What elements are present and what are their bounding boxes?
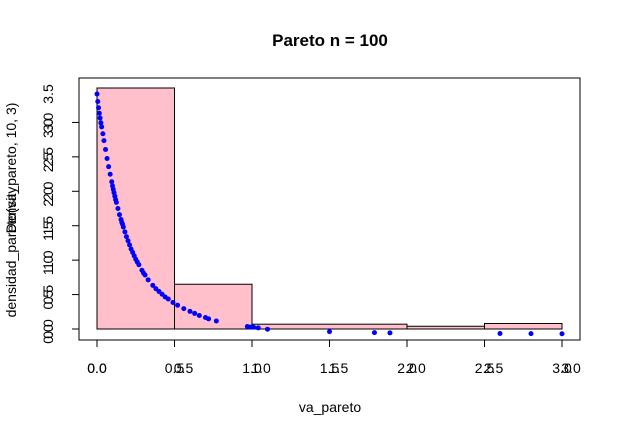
density-point [122,229,128,235]
density-point [104,155,110,161]
x-tick-label-bottom: 1.5 [320,360,340,376]
density-point [107,171,113,177]
x-tick-label-top: 0.5 [174,360,194,376]
y-tick-label-left: 3.0 [40,112,56,132]
y-tick-label-second: 1.0 [40,255,56,275]
x-tick-label-bottom: 3.0 [552,360,572,376]
density-point [103,147,109,153]
x-tick-label-bottom: 0.0 [87,360,107,376]
x-tick-label-top: 2.5 [484,360,504,376]
x-tick-label-bottom: 2.5 [475,360,495,376]
density-point [98,120,104,126]
density-point [145,277,151,283]
density-point [142,272,148,278]
density-point [116,212,122,218]
density-point [387,330,393,336]
y-tick-label-second: 3.0 [40,118,56,138]
density-point [196,312,202,318]
density-point [255,325,261,331]
density-point [136,262,142,268]
density-point [327,329,332,335]
x-axis-label: va_pareto [299,399,361,415]
density-point [206,316,212,322]
y-tick-label-left: 0.0 [40,319,56,339]
density-point [265,326,270,332]
density-point [192,310,198,316]
density-point [251,324,257,330]
density-point [497,331,503,337]
density-point [100,131,106,137]
histogram-bars [96,87,563,330]
density-point [127,242,133,248]
y-tick-label-left: 1.5 [40,216,56,236]
y-tick-label-left: 2.0 [40,181,56,201]
histogram-bar-4 [406,325,485,330]
histogram-bar-2 [174,283,253,330]
density-point [96,105,102,111]
density-point [95,99,101,105]
density-point [559,331,565,337]
density-point [106,164,112,170]
y-axis-label-1: densidad_pareto(va_pareto, 10, 3) [3,103,19,318]
y-axis-label-2: Density [3,187,19,234]
y-tick-label-second: 2.5 [40,153,56,173]
density-point [115,206,121,212]
density-point [99,124,105,130]
density-point [150,282,156,288]
y-tick-label-second: 0.0 [40,324,56,344]
density-point [101,138,107,144]
density-point [181,306,187,312]
density-point [96,110,102,116]
x-tick-label-top: 1.5 [329,360,349,376]
y-tick-label-left: 1.0 [40,250,56,270]
y-tick-label-second: 0.5 [40,290,56,310]
density-point [187,308,193,314]
histogram-bar-5 [484,322,563,330]
density-point [120,224,126,230]
y-tick-label-left: 0.5 [40,285,56,305]
x-tick-label-top: 1.0 [251,360,271,376]
axes: 0.0 0.5 1.0 1.5 2.0 2.5 3.0 0.0 0.5 1.0 1.5 2.0 2.5 3… [40,84,581,376]
density-point [528,331,534,337]
density-point [125,238,131,244]
density-point [213,318,219,324]
y-tick-label-left: 2.5 [40,147,56,167]
y-tick-label-second: 1.5 [40,221,56,241]
x-tick-label-bottom: 1.0 [242,360,262,376]
density-point [175,302,181,308]
density-point [97,115,103,121]
density-point [94,91,100,97]
x-tick-label-top: 2.0 [406,360,426,376]
y-tick-label-second: 3.5 [40,84,56,104]
histogram-bar-1 [96,87,175,330]
density-point [123,234,129,240]
x-tick-label-top: 3.0 [561,360,581,376]
density-point [109,179,115,185]
histogram-bar-3 [251,323,408,330]
density-point [113,199,119,205]
x-tick-label-bottom: 0.5 [165,360,185,376]
chart-title: Pareto n = 100 [272,31,388,50]
y-tick-label-second: 2.0 [40,187,56,207]
density-point [170,299,176,305]
density-point [371,330,377,336]
x-tick-label-top: 0.0 [87,360,107,376]
density-point [165,296,171,302]
x-tick-label-bottom: 2.0 [397,360,417,376]
density-points [94,91,565,337]
